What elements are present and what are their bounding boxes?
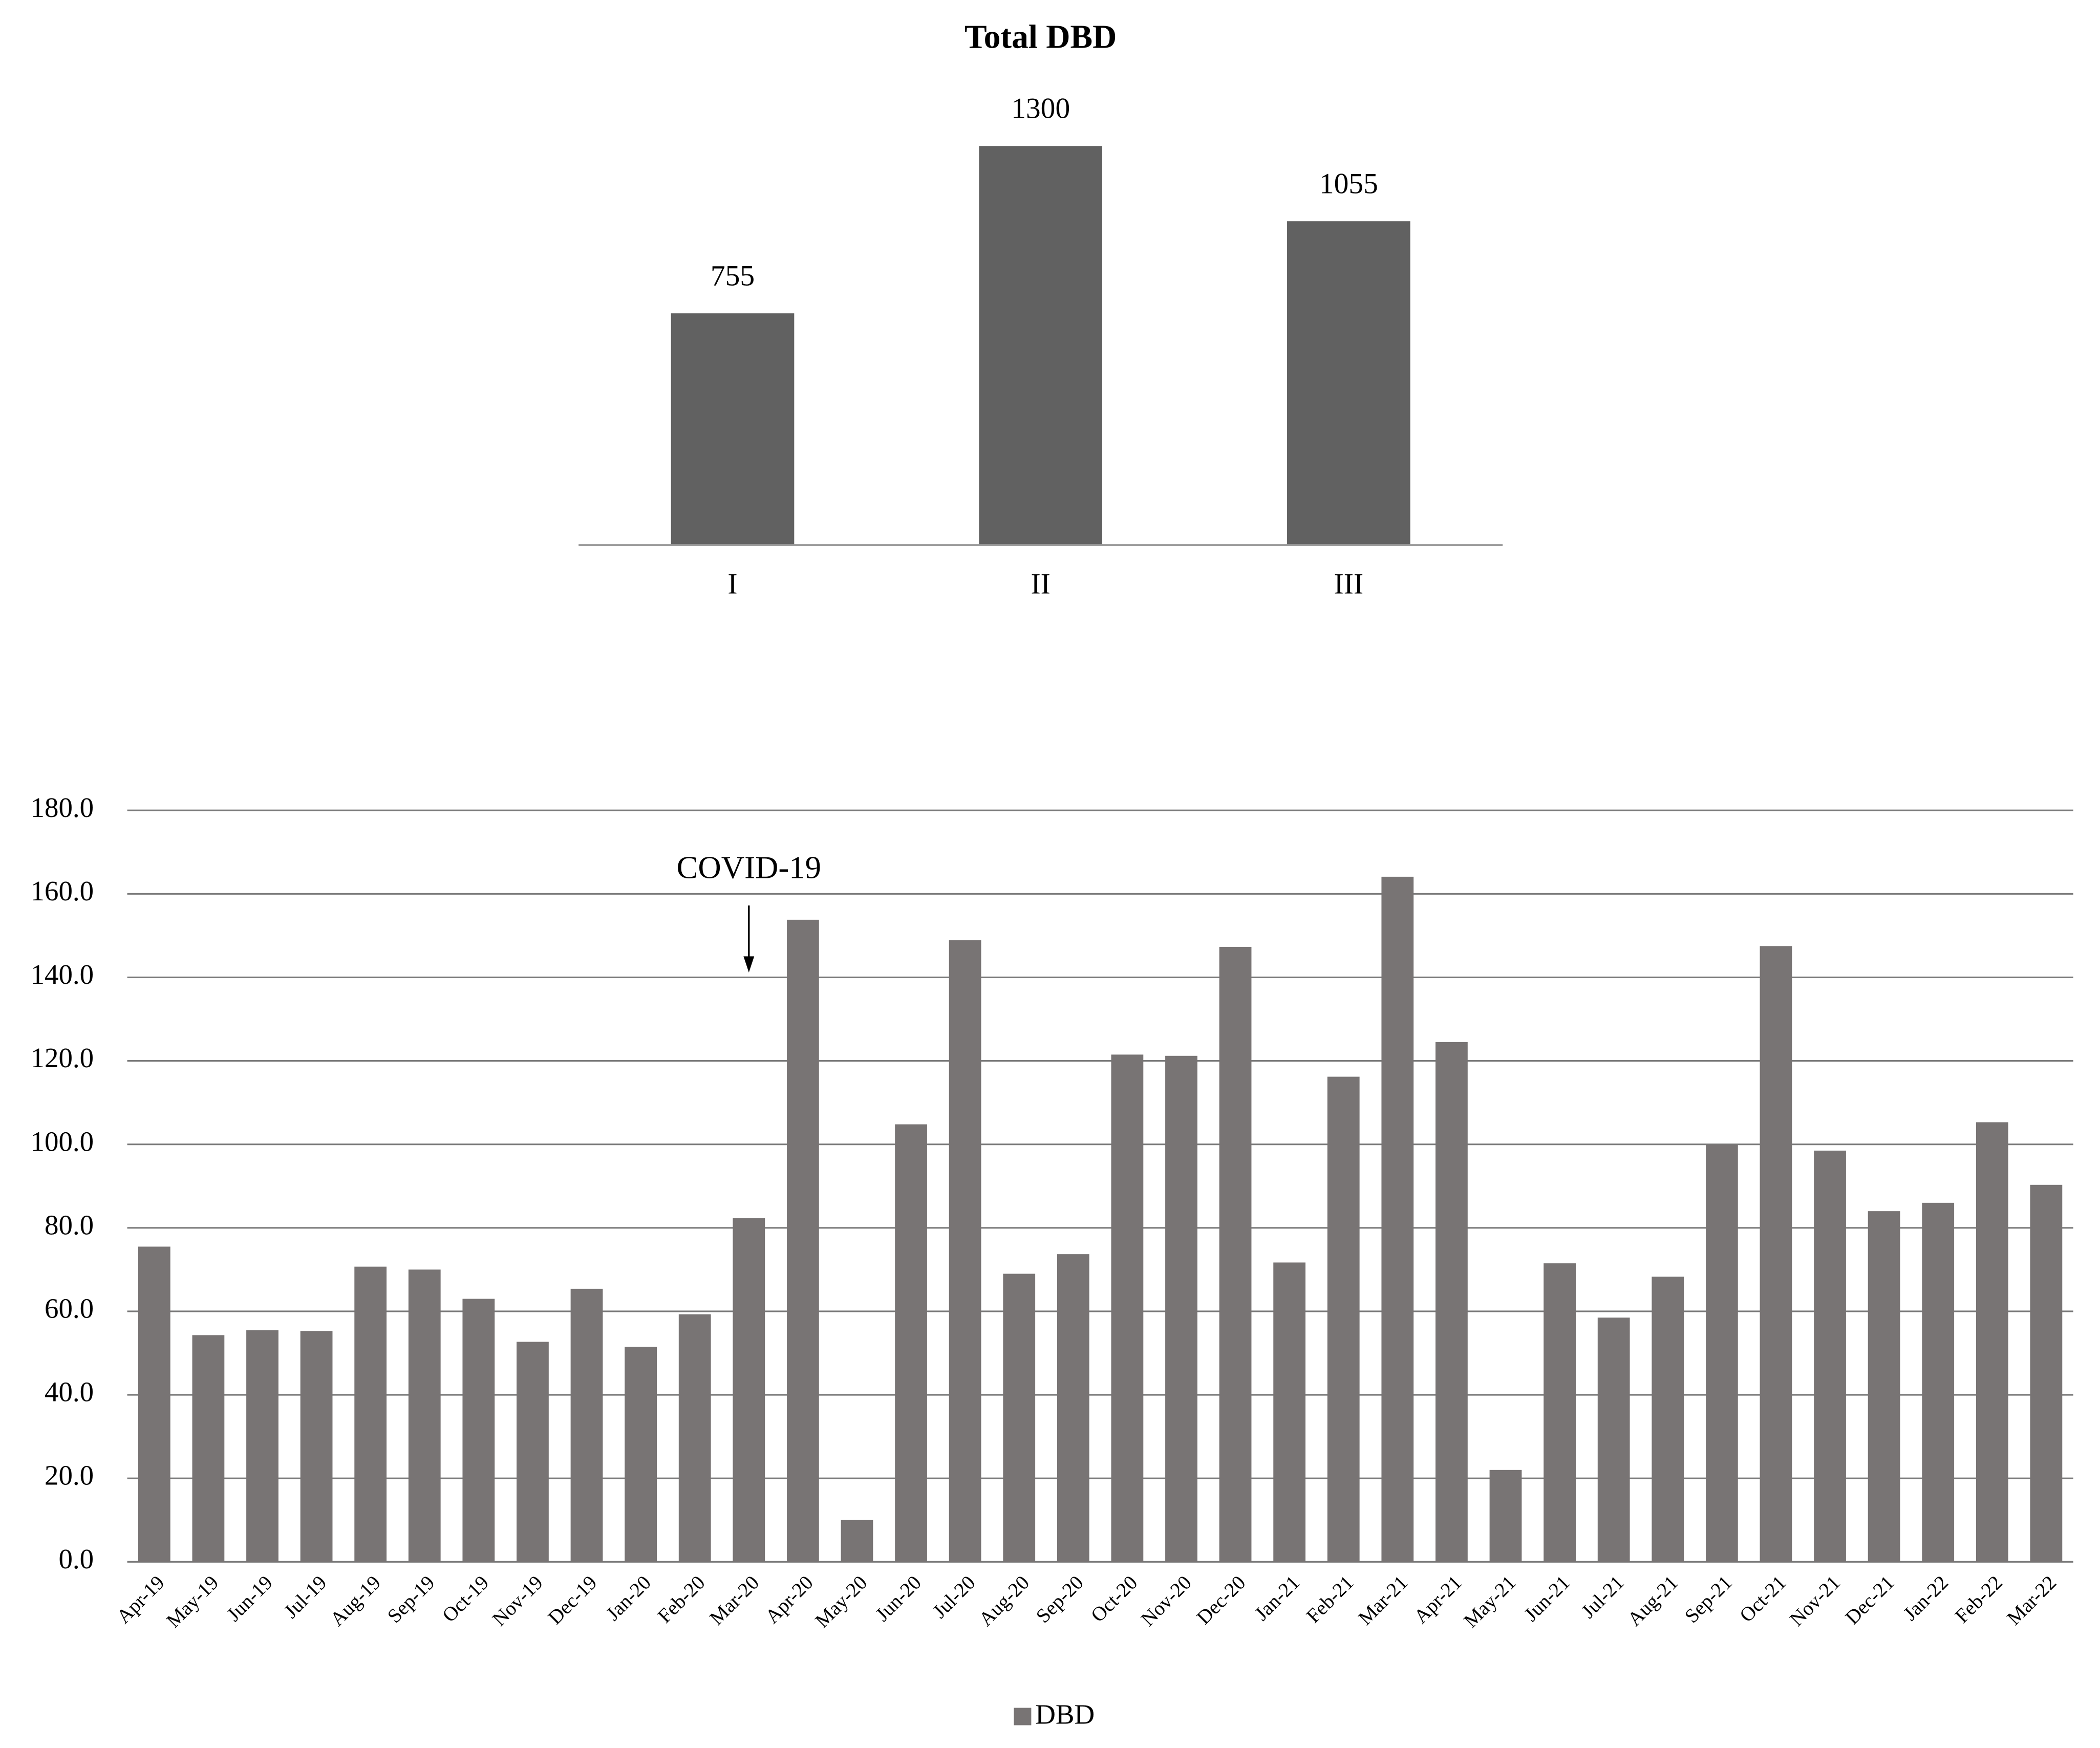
bar [1544, 1263, 1576, 1562]
x-tick-label: Jun-20 [871, 1571, 926, 1626]
bar [625, 1347, 657, 1562]
y-tick-label: 60.0 [45, 1293, 94, 1324]
bar [678, 1314, 711, 1562]
bar [300, 1331, 333, 1562]
x-tick-label: Nov-21 [1786, 1571, 1845, 1630]
legend-label: DBD [1035, 1698, 1095, 1730]
x-tick-label: Oct-21 [1735, 1571, 1790, 1626]
bar [1922, 1202, 1955, 1562]
x-tick-label: Nov-19 [488, 1571, 547, 1630]
bar [2030, 1184, 2063, 1562]
x-tick-label: Jun-19 [223, 1571, 277, 1626]
bar [408, 1269, 441, 1562]
x-tick-label: II [1031, 568, 1051, 600]
bar [733, 1218, 765, 1562]
chart-title: Total DBD [965, 19, 1117, 56]
y-tick-label: 180.0 [31, 792, 94, 823]
x-tick-label: Nov-20 [1137, 1571, 1196, 1630]
bar [841, 1520, 873, 1562]
x-tick-label: Jun-21 [1520, 1571, 1574, 1626]
bar [1165, 1055, 1197, 1562]
x-tick-label: Jul-20 [929, 1571, 980, 1623]
bar [1273, 1262, 1306, 1562]
x-tick-label: Sep-19 [383, 1571, 439, 1627]
x-tick-label: Dec-21 [1841, 1571, 1899, 1629]
y-tick-label: 120.0 [31, 1042, 94, 1073]
bar [1760, 946, 1792, 1562]
bar [949, 940, 981, 1562]
x-tick-label: Feb-22 [1951, 1571, 2007, 1627]
x-tick-label: Oct-20 [1087, 1571, 1142, 1626]
bar [246, 1330, 278, 1562]
bar [1435, 1042, 1468, 1562]
x-tick-label: Mar-20 [705, 1571, 763, 1629]
bar [1705, 1144, 1738, 1562]
x-tick-label: Sep-21 [1681, 1571, 1737, 1627]
x-tick-label: Mar-21 [1354, 1571, 1412, 1629]
y-tick-label: 0.0 [58, 1543, 94, 1574]
bar [1652, 1277, 1684, 1562]
x-tick-label: May-19 [162, 1571, 223, 1632]
annotation: COVID-19 [677, 849, 821, 885]
x-tick-label: Oct-19 [438, 1571, 493, 1626]
bar [354, 1266, 387, 1562]
x-tick-label: Sep-20 [1032, 1571, 1088, 1627]
annotation-arrowhead [743, 956, 755, 973]
x-tick-label: Jul-19 [280, 1571, 331, 1623]
bar [192, 1335, 225, 1562]
bar [1381, 876, 1414, 1562]
bar [1057, 1254, 1089, 1562]
bar [979, 146, 1103, 546]
x-tick-label: Apr-19 [113, 1571, 169, 1628]
bar [1597, 1318, 1630, 1562]
y-tick-label: 140.0 [31, 959, 94, 990]
y-tick-label: 80.0 [45, 1209, 94, 1240]
y-tick-label: 100.0 [31, 1126, 94, 1157]
x-tick-label: Feb-20 [654, 1571, 710, 1627]
x-tick-label: Apr-20 [761, 1571, 818, 1628]
x-tick-label: III [1334, 568, 1363, 600]
x-tick-label: May-21 [1460, 1571, 1520, 1632]
bar [895, 1124, 927, 1562]
x-tick-label: Jul-21 [1577, 1571, 1628, 1623]
y-tick-label: 40.0 [45, 1376, 94, 1408]
x-tick-label: Apr-21 [1410, 1571, 1466, 1628]
x-tick-label: Aug-21 [1623, 1571, 1682, 1630]
bar [1489, 1470, 1522, 1562]
bar [1287, 221, 1410, 546]
bar [517, 1342, 549, 1562]
bar [1219, 946, 1252, 1562]
y-tick-label: 20.0 [45, 1460, 94, 1491]
bar [1111, 1054, 1144, 1562]
x-tick-label: Jan-21 [1251, 1571, 1304, 1625]
x-tick-label: I [727, 568, 737, 600]
legend-swatch [1014, 1708, 1032, 1725]
x-tick-label: May-20 [811, 1571, 871, 1632]
x-tick-label: Dec-19 [544, 1571, 601, 1629]
y-tick-label: 160.0 [31, 875, 94, 907]
bar [1976, 1122, 2008, 1562]
bar [1868, 1211, 1900, 1562]
bar [786, 919, 819, 1562]
x-tick-label: Dec-20 [1192, 1571, 1250, 1629]
bar [1814, 1150, 1846, 1562]
bar [1327, 1076, 1360, 1562]
bar [570, 1288, 603, 1562]
x-tick-label: Mar-22 [2003, 1571, 2061, 1629]
data-label: 1300 [1011, 92, 1070, 124]
x-tick-label: Aug-20 [975, 1571, 1034, 1630]
data-label: 1055 [1319, 167, 1378, 200]
x-tick-label: Aug-19 [326, 1571, 385, 1630]
bar [462, 1299, 495, 1562]
data-label: 755 [711, 260, 755, 292]
x-tick-label: Feb-21 [1302, 1571, 1358, 1627]
bar [1003, 1274, 1036, 1562]
bar [671, 313, 795, 546]
x-tick-label: Jan-22 [1899, 1571, 1953, 1625]
x-tick-label: Jan-20 [602, 1571, 655, 1625]
bar [138, 1246, 170, 1562]
